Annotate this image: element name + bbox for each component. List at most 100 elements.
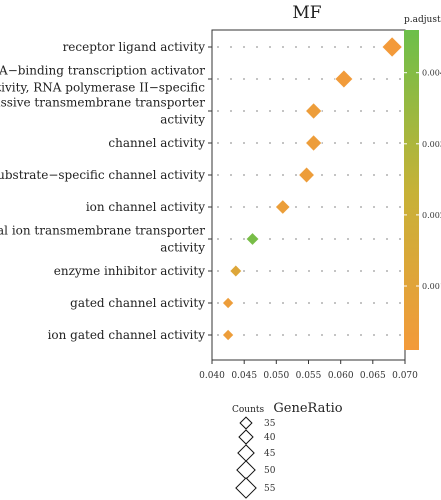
grid-dot — [321, 334, 323, 336]
grid-dot — [217, 334, 219, 336]
x-tick-label: 0.045 — [231, 371, 257, 381]
grid-dot — [282, 110, 284, 112]
y-tick-label: DNA−binding transcription activator — [0, 64, 205, 78]
grid-dot — [399, 78, 401, 80]
grid-dot — [282, 46, 284, 48]
grid-dot — [360, 334, 362, 336]
grid-dot — [269, 110, 271, 112]
grid-dot — [386, 238, 388, 240]
grid-dot — [360, 206, 362, 208]
grid-dot — [360, 110, 362, 112]
grid-dot — [334, 238, 336, 240]
grid-dot — [243, 78, 245, 80]
grid-dot — [230, 142, 232, 144]
grid-dot — [230, 46, 232, 48]
grid-dot — [295, 206, 297, 208]
grid-dot — [295, 270, 297, 272]
y-tick-label: activity — [160, 241, 205, 255]
grid-dot — [217, 174, 219, 176]
grid-dot — [256, 78, 258, 80]
size-legend-label: 35 — [264, 419, 276, 429]
grid-dot — [347, 142, 349, 144]
grid-dot — [360, 78, 362, 80]
grid-dot — [256, 334, 258, 336]
grid-dot — [243, 142, 245, 144]
y-tick-label: ion channel activity — [86, 200, 205, 214]
grid-dot — [308, 206, 310, 208]
y-tick-label: substrate−specific channel activity — [0, 168, 205, 182]
data-point-diamond — [222, 296, 235, 310]
grid-dot — [360, 142, 362, 144]
data-markers — [222, 36, 403, 342]
size-legend-label: 45 — [264, 449, 276, 459]
grid-dot — [334, 270, 336, 272]
grid-dot — [373, 46, 375, 48]
grid-dot — [282, 334, 284, 336]
grid-dot — [269, 46, 271, 48]
data-point-diamond — [305, 102, 323, 120]
y-tick-label: enzyme inhibitor activity — [54, 264, 205, 278]
x-axis-title: GeneRatio — [273, 401, 342, 416]
grid-dot — [360, 238, 362, 240]
data-point-diamond — [305, 134, 323, 152]
color-legend-tick-label: 0.004 — [422, 69, 441, 78]
grid-dot — [217, 302, 219, 304]
grid-dot — [321, 206, 323, 208]
data-point-diamond — [275, 199, 291, 215]
color-legend-title: p.adjust — [404, 15, 441, 25]
grid-dot — [217, 46, 219, 48]
grid-dot — [373, 110, 375, 112]
grid-dot — [295, 334, 297, 336]
grid-dot — [308, 270, 310, 272]
size-legend-diamond — [238, 429, 254, 445]
grid-dot — [373, 78, 375, 80]
grid-dot — [373, 206, 375, 208]
grid-dot — [269, 238, 271, 240]
y-tick-label: receptor ligand activity — [63, 40, 206, 54]
grid-dot — [399, 174, 401, 176]
size-legend-label: 50 — [264, 466, 276, 476]
grid-dot — [295, 110, 297, 112]
grid-dot — [399, 238, 401, 240]
grid-dot — [217, 206, 219, 208]
grid-dot — [256, 142, 258, 144]
data-point-diamond — [334, 69, 354, 89]
grid-dot — [295, 238, 297, 240]
y-tick-label: ion gated channel activity — [48, 328, 206, 342]
size-legend-title: Counts — [232, 405, 265, 415]
grid-dot — [373, 302, 375, 304]
grid-dot — [256, 270, 258, 272]
grid-dot — [282, 174, 284, 176]
size-legend-diamond — [239, 416, 253, 430]
grid-dot — [347, 46, 349, 48]
x-tick-label: 0.050 — [263, 371, 289, 381]
grid-dot — [308, 78, 310, 80]
grid-dot — [308, 238, 310, 240]
grid-dot — [386, 78, 388, 80]
grid-dot — [360, 302, 362, 304]
x-tick-label: 0.055 — [296, 371, 322, 381]
grid-dot — [230, 110, 232, 112]
color-legend-tick-label: 0.003 — [422, 140, 441, 149]
grid-dot — [269, 302, 271, 304]
grid-dot — [282, 78, 284, 80]
grid-dot — [399, 334, 401, 336]
grid-dot — [282, 142, 284, 144]
chart-title: MF — [292, 3, 321, 23]
grid-dot — [360, 46, 362, 48]
grid-dot — [230, 206, 232, 208]
grid-dot — [399, 110, 401, 112]
y-tick-label: channel activity — [108, 136, 205, 150]
grid-dot — [230, 78, 232, 80]
grid-dot — [334, 142, 336, 144]
grid-dot — [334, 206, 336, 208]
grid-dot — [282, 270, 284, 272]
grid-dot — [243, 174, 245, 176]
grid-dot — [386, 110, 388, 112]
grid-dot — [347, 238, 349, 240]
grid-dot — [321, 78, 323, 80]
grid-dot — [347, 174, 349, 176]
color-legend-ticks: 0.004 0.003 0.002 0.001 — [404, 69, 441, 291]
grid-dot — [243, 46, 245, 48]
